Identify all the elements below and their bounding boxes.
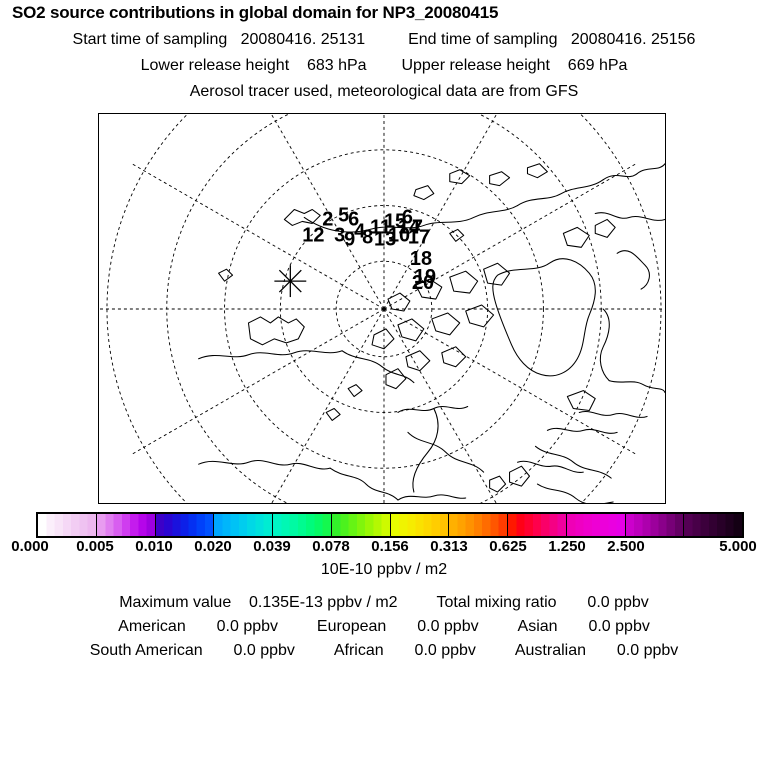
region-value-asian: 0.0 ppbv: [588, 618, 650, 635]
colorbar-segment-3: [214, 514, 273, 536]
svg-text:11: 11: [370, 216, 391, 238]
region-value-african: 0.0 ppbv: [414, 642, 476, 659]
svg-text:19: 19: [414, 266, 436, 288]
svg-text:9: 9: [344, 228, 355, 250]
trajectory-label-cluster: 12 2 5 6 3 9 4 8 11 13 15 10 14 6 17 7 1…: [302, 204, 436, 294]
svg-text:6: 6: [348, 208, 359, 230]
colorbar-tick-3: 0.020: [194, 538, 232, 555]
region-value-european: 0.0 ppbv: [417, 618, 479, 635]
end-time-value: 20080416. 25156: [570, 31, 696, 48]
svg-text:20: 20: [412, 272, 434, 294]
colorbar-tick-9: 1.250: [548, 538, 586, 555]
upper-release-height-value: 669 hPa: [567, 57, 628, 74]
polar-stereographic-map: 12 2 5 6 3 9 4 8 11 13 15 10 14 6 17 7 1…: [99, 114, 665, 503]
colorbar-segment-10: [625, 514, 685, 536]
svg-text:18: 18: [410, 248, 432, 270]
colorbar-tick-11: 5.000: [719, 538, 757, 555]
region-label-european: European: [316, 618, 387, 635]
total-mixing-ratio-label: Total mixing ratio: [436, 594, 557, 611]
colorbar-segment-4: [273, 514, 332, 536]
colorbar-tick-7: 0.313: [430, 538, 468, 555]
region-label-african: African: [333, 642, 384, 659]
svg-text:6: 6: [402, 206, 413, 228]
start-time-value: 20080416. 25131: [240, 31, 366, 48]
colorbar-tick-0: 0.000: [11, 538, 49, 555]
region-label-australian: Australian: [514, 642, 586, 659]
colorbar-segment-2: [155, 514, 215, 536]
svg-text:14: 14: [398, 216, 420, 238]
colorbar-segment-5: [331, 514, 391, 536]
svg-text:8: 8: [362, 226, 373, 248]
upper-release-height-label: Upper release height: [401, 57, 550, 74]
colorbar-segment-1: [96, 514, 156, 536]
meridian-graticule: [99, 114, 665, 503]
svg-text:2: 2: [322, 208, 333, 230]
svg-text:5: 5: [338, 204, 349, 226]
colorbar-tick-8: 0.625: [489, 538, 527, 555]
svg-text:15: 15: [384, 210, 406, 232]
colorbar-tick-6: 0.156: [371, 538, 409, 555]
colorbar-tick-4: 0.039: [253, 538, 291, 555]
tracer-note: Aerosol tracer used, meteorological data…: [189, 83, 579, 100]
colorbar-unit-label: 10E-10 ppbv / m2: [320, 561, 448, 578]
colorbar-tick-labels: 0.000 0.005 0.010 0.020 0.039 0.078 0.156 0.313…: [0, 538, 768, 558]
colorbar-segment-11: [684, 514, 742, 536]
region-value-australian: 0.0 ppbv: [616, 642, 679, 659]
lower-release-height-label: Lower release height: [140, 57, 290, 74]
start-time-label: Start time of sampling: [72, 31, 228, 48]
svg-text:3: 3: [334, 224, 345, 246]
colorbar-segment-0: [38, 514, 97, 536]
region-label-american: American: [118, 618, 186, 635]
release-height-row: Lower release height 683 hPa Upper relea…: [0, 57, 768, 75]
colorbar-segment-8: [508, 514, 567, 536]
svg-text:17: 17: [408, 226, 430, 248]
svg-text:7: 7: [412, 216, 423, 238]
stats-region-row-2: South American 0.0 ppbv African 0.0 ppbv…: [0, 642, 768, 660]
coastlines: [198, 163, 665, 503]
svg-text:12: 12: [302, 224, 324, 246]
colorbar-segment-9: [566, 514, 626, 536]
region-value-american: 0.0 ppbv: [216, 618, 279, 635]
map-panel: 12 2 5 6 3 9 4 8 11 13 15 10 14 6 17 7 1…: [98, 113, 666, 504]
colorbar-segment-7: [449, 514, 508, 536]
svg-text:10: 10: [388, 224, 410, 246]
colorbar-tick-5: 0.078: [312, 538, 350, 555]
svg-text:13: 13: [374, 228, 396, 250]
colorbar-segment-6: [390, 514, 450, 536]
max-value-value: 0.135E-13 ppbv / m2: [249, 594, 398, 611]
colorbar: [36, 512, 744, 538]
stats-region-row-1: American 0.0 ppbv European 0.0 ppbv Asia…: [0, 618, 768, 636]
region-label-south-american: South American: [89, 642, 203, 659]
end-time-label: End time of sampling: [408, 31, 558, 48]
max-value-label: Maximum value: [119, 594, 232, 611]
figure-title: SO2 source contributions in global domai…: [12, 3, 499, 22]
colorbar-tick-2: 0.010: [135, 538, 173, 555]
release-site-star-icon: [274, 265, 307, 298]
svg-text:4: 4: [354, 220, 365, 242]
region-label-asian: Asian: [517, 618, 558, 635]
lower-release-height-value: 683 hPa: [306, 57, 367, 74]
sampling-time-row: Start time of sampling 20080416. 25131 E…: [0, 31, 768, 49]
region-value-south-american: 0.0 ppbv: [233, 642, 295, 659]
colorbar-tick-1: 0.005: [76, 538, 114, 555]
total-mixing-ratio-value: 0.0 ppbv: [587, 594, 649, 611]
colorbar-tick-10: 2.500: [607, 538, 645, 555]
stats-summary-row: Maximum value 0.135E-13 ppbv / m2 Total …: [0, 594, 768, 612]
